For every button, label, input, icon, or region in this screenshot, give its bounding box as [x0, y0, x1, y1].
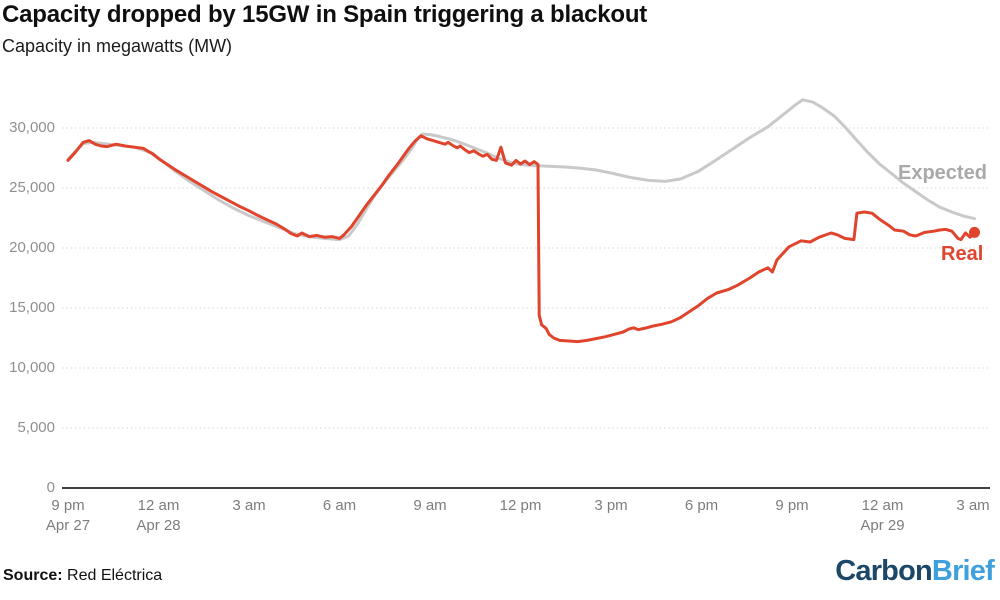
x-tick-label: 6 pm — [654, 496, 750, 516]
x-tick-label: 9 pm Apr 27 — [20, 496, 116, 536]
expected-line — [66, 98, 976, 242]
x-tick-time: 6 am — [322, 497, 357, 514]
x-tick-time: 12 am — [137, 497, 180, 514]
source-note: Source: Red Eléctrica — [3, 567, 162, 585]
y-tick-label: 20,000 — [9, 239, 55, 256]
real-line — [66, 134, 976, 344]
x-tick-label: 9 am — [382, 496, 478, 516]
line-chart-plot — [62, 98, 990, 489]
x-tick-date: Apr 27 — [45, 517, 91, 534]
source-label: Source: — [3, 567, 63, 584]
x-tick-time: 3 pm — [594, 497, 628, 514]
y-tick-label: 15,000 — [9, 299, 55, 316]
x-tick-label: 12 am Apr 28 — [111, 496, 207, 536]
real-series-label: Real — [941, 243, 984, 265]
x-tick-time: 3 am — [232, 497, 266, 514]
x-tick-label: 9 pm — [744, 496, 840, 516]
x-tick-date: Apr 28 — [136, 517, 181, 534]
x-tick-time: 6 pm — [684, 497, 719, 514]
x-tick-label: 12 am Apr 29 — [835, 496, 931, 536]
logo-carbon-text: Carbon — [835, 555, 933, 587]
x-tick-label: 12 pm — [473, 496, 569, 516]
x-tick-time: 3 am — [956, 497, 990, 514]
y-tick-label: 0 — [46, 479, 55, 496]
y-tick-label: 30,000 — [9, 119, 55, 136]
y-tick-label: 10,000 — [9, 359, 55, 376]
carbonbrief-logo: CarbonBrief — [835, 555, 995, 588]
x-tick-time: 9 am — [413, 497, 447, 514]
x-tick-time: 9 pm — [775, 497, 809, 514]
x-tick-time: 9 pm — [51, 497, 85, 514]
source-value: Red Eléctrica — [62, 567, 163, 584]
real-end-dot — [969, 226, 980, 238]
expected-series-label: Expected — [898, 162, 987, 184]
chart-subtitle: Capacity in megawatts (MW) — [2, 36, 233, 56]
y-tick-label: 5,000 — [17, 419, 55, 436]
x-tick-date: Apr 29 — [860, 517, 905, 534]
page-title: Capacity dropped by 15GW in Spain trigge… — [2, 1, 648, 28]
logo-brief-text: Brief — [931, 555, 995, 587]
x-tick-time: 12 am — [861, 497, 904, 514]
x-tick-label: 6 am — [292, 496, 388, 516]
x-tick-label: 3 am — [201, 496, 297, 516]
x-tick-label: 3 am — [925, 496, 1000, 516]
x-tick-label: 3 pm — [563, 496, 659, 516]
x-tick-time: 12 pm — [499, 497, 542, 514]
y-tick-label: 25,000 — [9, 179, 55, 196]
